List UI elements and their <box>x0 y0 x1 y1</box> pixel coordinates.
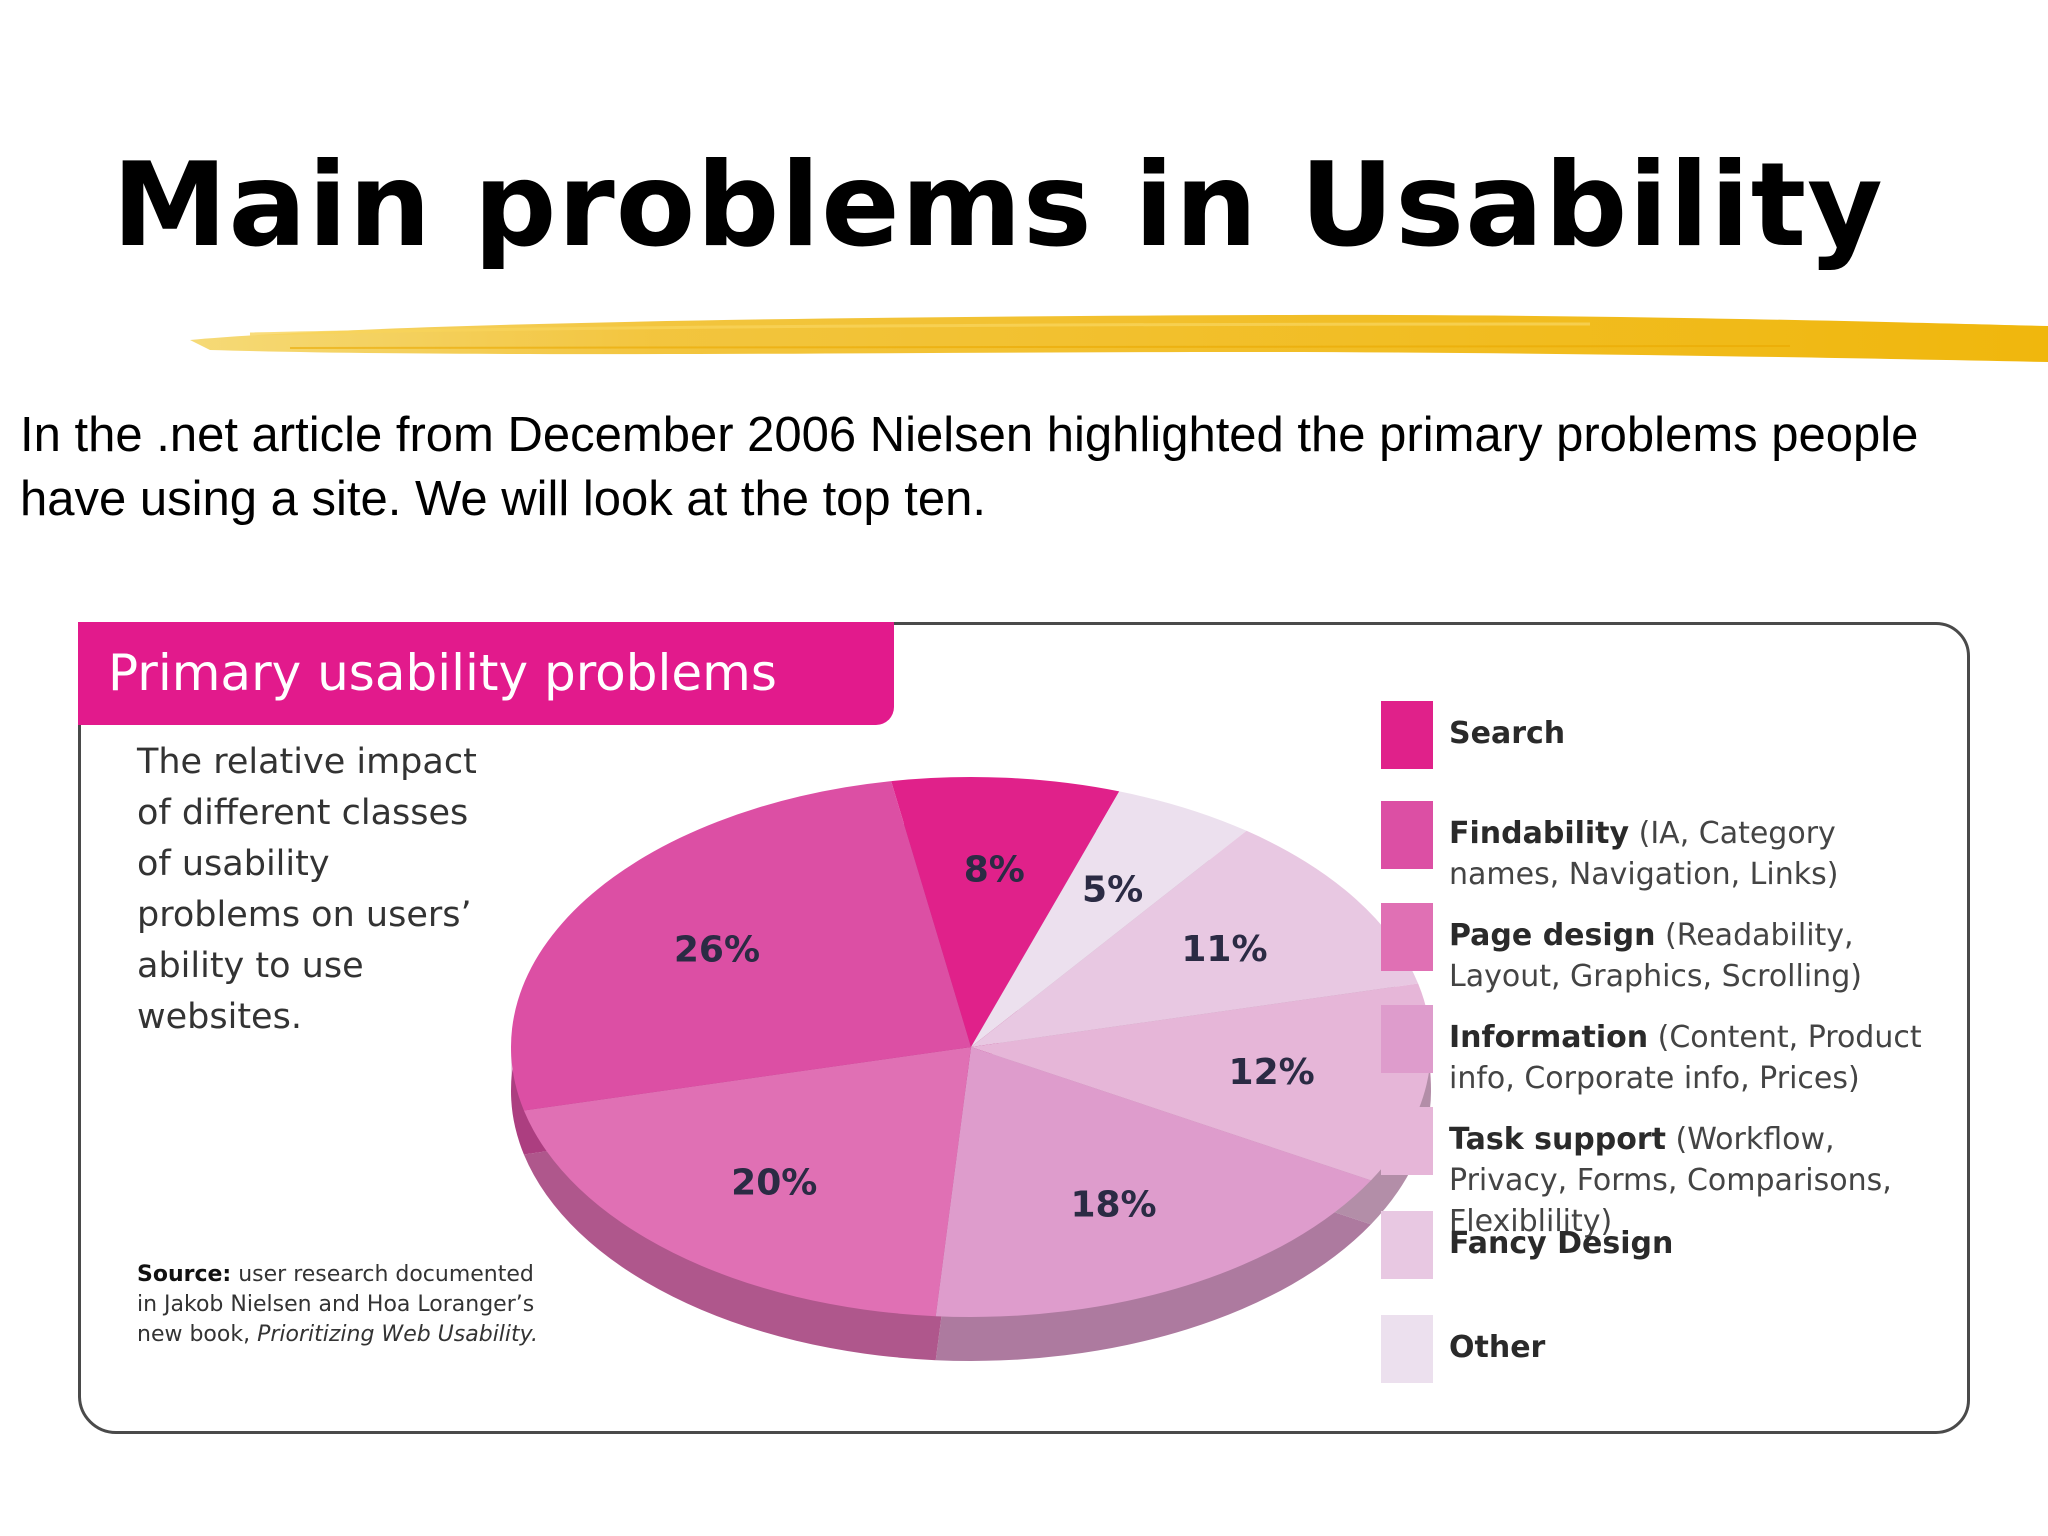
chart-title: Primary usability problems <box>78 622 894 725</box>
legend-detail: (Workflow, Privacy, Forms, Comparisons, … <box>1449 1122 1892 1239</box>
pie-label-task-support: 12% <box>1229 1052 1315 1093</box>
pie-slice-other <box>971 791 1247 1047</box>
pie-chart: 8% 5% 11% 12% 18% 20% 26% <box>511 777 1431 1361</box>
legend-label: Findability <box>1449 816 1630 851</box>
chart-caption: The relative impact of different classes… <box>137 742 477 1037</box>
pie-slice-findability <box>511 781 971 1111</box>
legend-detail: (Readability, Layout, Graphics, Scrollin… <box>1449 918 1862 994</box>
legend-text: Task support (Workflow, Privacy, Forms, … <box>1449 1119 1949 1242</box>
intro-line: In the .net article from December 2006 N… <box>20 408 1919 462</box>
chart-figure: Primary usability problems The relative … <box>78 622 1970 1434</box>
legend-swatch <box>1381 1211 1433 1279</box>
slide-title: Main problems in Usability <box>112 138 1884 273</box>
legend-text: Search <box>1449 713 1949 754</box>
pie-label-findability: 26% <box>674 929 760 970</box>
legend-swatch <box>1381 1005 1433 1073</box>
legend-label: Information <box>1449 1020 1649 1055</box>
legend-swatch <box>1381 1315 1433 1383</box>
pie-label-fancy-design: 11% <box>1181 929 1267 970</box>
legend-text: Page design (Readability, Layout, Graphi… <box>1449 915 1949 997</box>
pie-slice-search <box>891 777 1120 1047</box>
legend-swatch <box>1381 701 1433 769</box>
intro-paragraph: In the .net article from December 2006 N… <box>20 403 2048 531</box>
legend-label: Search <box>1449 716 1566 751</box>
source-note: Source: user research documented in Jako… <box>137 1260 557 1350</box>
pie-label-page-design: 20% <box>731 1163 817 1204</box>
legend-detail: (IA, Category names, Navigation, Links) <box>1449 816 1839 892</box>
legend-swatch <box>1381 903 1433 971</box>
pie-slice-information <box>935 1047 1371 1317</box>
pie-label-layer: 8% 5% 11% 12% 18% 20% 26% <box>674 849 1315 1225</box>
legend-text: Other <box>1449 1327 1949 1368</box>
legend-text: Information (Content, Product info, Corp… <box>1449 1017 1949 1099</box>
legend-label: Task support <box>1449 1122 1667 1157</box>
legend-label: Page design <box>1449 918 1656 953</box>
legend-label: Other <box>1449 1330 1546 1365</box>
pie-label-search: 8% <box>964 849 1025 890</box>
pie-label-information: 18% <box>1070 1184 1156 1225</box>
intro-line: have using a site. We will look at the t… <box>20 472 987 526</box>
legend-detail: (Content, Product info, Corporate info, … <box>1449 1020 1922 1096</box>
legend-swatch <box>1381 801 1433 869</box>
source-label: Source: <box>137 1262 232 1287</box>
source-book-title: Prioritizing Web Usability. <box>257 1322 538 1347</box>
legend-label: Fancy Design <box>1449 1226 1674 1261</box>
source-text: user research documented in Jakob Nielse… <box>137 1262 535 1347</box>
pie-slice-layer <box>511 777 1431 1317</box>
pie-slice-page-design <box>523 1047 971 1317</box>
legend-swatch <box>1381 1107 1433 1175</box>
pie-slice-task-support <box>971 983 1431 1181</box>
pie-label-other: 5% <box>1082 869 1143 910</box>
title-underline-brush <box>190 314 2048 362</box>
legend-text: Findability (IA, Category names, Navigat… <box>1449 813 1949 895</box>
pie-slice-fancy-design <box>971 830 1419 1047</box>
legend-text: Fancy Design <box>1449 1223 1949 1264</box>
